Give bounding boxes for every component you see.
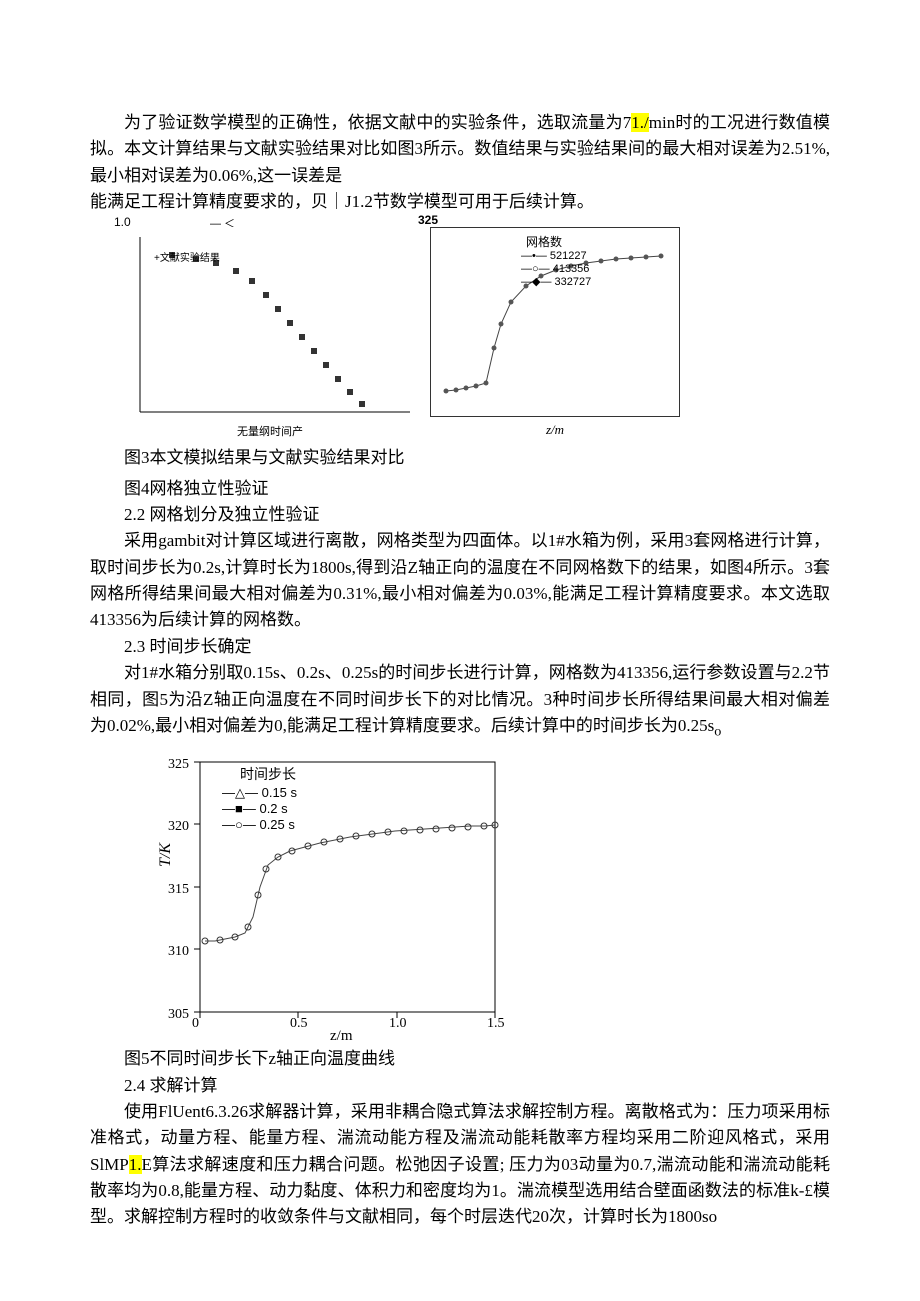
figure-3-wrapper: 1.0 —＜ 325 +文献实验结果 无量纲时间产: [120, 217, 420, 441]
figure-3: +文献实验结果: [120, 227, 420, 422]
sec22-p: 采用gambit对计算区域进行离散，网格类型为四面体。以1#水箱为例，采用3套网…: [90, 528, 830, 633]
fig3-legend: +文献实验结果: [154, 251, 220, 267]
figure-row: 1.0 —＜ 325 +文献实验结果 无量纲时间产 网格数: [120, 217, 830, 441]
para-1: 为了验证数学模型的正确性，依据文献中的实验条件，选取流量为71./min时的工况…: [90, 110, 830, 189]
fig3-caption: 图3本文模拟结果与文献实验结果对比: [90, 445, 830, 471]
sec24-h: 2.4 求解计算: [90, 1073, 830, 1099]
fig4-caption: 图4网格独立性验证: [90, 476, 830, 502]
sec23-p: 对1#水箱分别取0.15s、0.2s、0.25s的时间步长进行计算，网格数为41…: [90, 660, 830, 743]
fig3-xlabel: 无量纲时间产: [120, 424, 420, 441]
figure-5: T/K z/m 时间步长 —△— 0.15 s —■— 0.2 s —○— 0.…: [150, 747, 510, 1042]
fig4-xlabel: z/m: [430, 420, 680, 440]
figure-4: 网格数 —•— 521227 —○— 413356 —◆— 332727: [430, 227, 680, 417]
para-1-hl: 1./: [631, 113, 648, 132]
figure-4-wrapper: 网格数 —•— 521227 —○— 413356 —◆— 332727 z/m: [430, 227, 680, 441]
sec23-h: 2.3 时间步长确定: [90, 634, 830, 660]
fig5-caption: 图5不同时间步长下z轴正向温度曲线: [90, 1046, 830, 1072]
para-1-a: 为了验证数学模型的正确性，依据文献中的实验条件，选取流量为7: [124, 113, 631, 132]
fig5-ylab: T/K: [154, 843, 179, 867]
para-1c: 能满足工程计算精度要求的，贝｜J1.2节数学模型可用于后续计算。: [90, 189, 830, 215]
sec24-p: 使用FlUent6.3.26求解器计算，采用非耦合隐式算法求解控制方程。离散格式…: [90, 1099, 830, 1231]
page: 为了验证数学模型的正确性，依据文献中的实验条件，选取流量为71./min时的工况…: [0, 0, 920, 1291]
fig4-leg3: —◆— 332727: [521, 274, 591, 291]
sec22-h: 2.2 网格划分及独立性验证: [90, 502, 830, 528]
fig5-xlab: z/m: [330, 1025, 353, 1048]
fig5-svg: [150, 747, 510, 1042]
fig5-leg3: —○— 0.25 s: [222, 815, 295, 835]
